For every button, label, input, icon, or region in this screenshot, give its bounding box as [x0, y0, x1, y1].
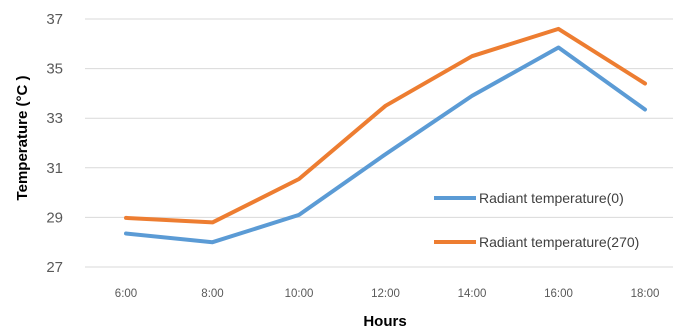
x-axis-ticks: 6:00 8:00 10:00 12:00 14:00 16:00 18:00 [115, 288, 660, 300]
legend-label-0: Radiant temperature(0) [479, 190, 624, 206]
x-tick-label: 16:00 [544, 288, 573, 300]
series-line-1 [124, 26, 647, 225]
y-tick-label: 27 [46, 259, 63, 276]
y-axis-title: Temperature (°C ) [14, 76, 31, 201]
y-tick-label: 29 [46, 209, 63, 226]
series-lines [124, 26, 647, 245]
x-tick-label: 18:00 [631, 288, 660, 300]
y-tick-label: 31 [46, 160, 63, 177]
x-tick-label: 10:00 [285, 288, 314, 300]
y-tick-label: 33 [46, 110, 63, 127]
x-tick-label: 8:00 [201, 288, 223, 300]
y-tick-label: 35 [46, 61, 63, 78]
y-axis-ticks: 27 29 31 33 35 37 [46, 11, 63, 276]
x-tick-label: 14:00 [458, 288, 487, 300]
y-tick-label: 37 [46, 11, 63, 28]
gridlines [85, 18, 673, 268]
legend-label-1: Radiant temperature(270) [479, 234, 639, 250]
x-tick-label: 12:00 [371, 288, 400, 300]
series-line-0 [124, 45, 647, 245]
x-axis-title: Hours [363, 313, 406, 330]
legend: Radiant temperature(0) Radiant temperatur… [434, 190, 639, 250]
x-tick-label: 6:00 [115, 288, 137, 300]
